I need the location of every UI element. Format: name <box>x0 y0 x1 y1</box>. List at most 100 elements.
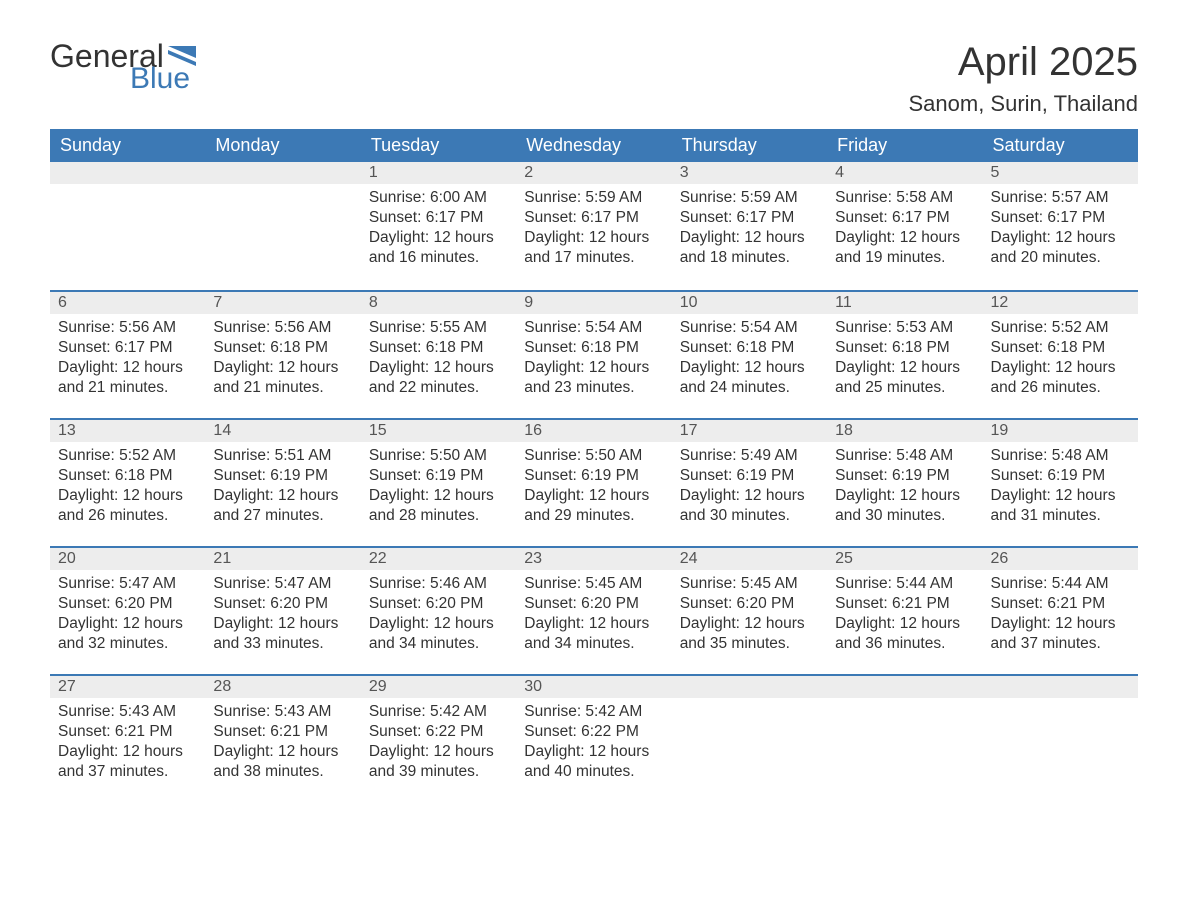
sunset-text: Sunset: 6:22 PM <box>369 722 508 742</box>
sunset-text: Sunset: 6:19 PM <box>991 466 1130 486</box>
daylight1-text: Daylight: 12 hours <box>58 742 197 762</box>
weekday-header: Sunday <box>50 129 205 162</box>
daylight1-text: Daylight: 12 hours <box>680 228 819 248</box>
day-number-row <box>983 676 1138 698</box>
calendar-cell: 20Sunrise: 5:47 AMSunset: 6:20 PMDayligh… <box>50 548 205 674</box>
day-number: 11 <box>827 293 860 314</box>
sunrise-text: Sunrise: 5:44 AM <box>991 574 1130 594</box>
day-number: 17 <box>672 421 706 442</box>
week-row: 1Sunrise: 6:00 AMSunset: 6:17 PMDaylight… <box>50 162 1138 290</box>
weekday-header: Monday <box>205 129 360 162</box>
daylight2-text: and 32 minutes. <box>58 634 197 654</box>
cell-body: Sunrise: 5:52 AMSunset: 6:18 PMDaylight:… <box>983 314 1138 411</box>
cell-body: Sunrise: 5:56 AMSunset: 6:17 PMDaylight:… <box>50 314 205 411</box>
cell-body: Sunrise: 5:54 AMSunset: 6:18 PMDaylight:… <box>516 314 671 411</box>
daylight2-text: and 37 minutes. <box>991 634 1130 654</box>
day-number-row: 11 <box>827 292 982 314</box>
daylight1-text: Daylight: 12 hours <box>213 358 352 378</box>
sunset-text: Sunset: 6:18 PM <box>680 338 819 358</box>
sunrise-text: Sunrise: 5:53 AM <box>835 318 974 338</box>
day-number: 19 <box>983 421 1017 442</box>
daylight2-text: and 18 minutes. <box>680 248 819 268</box>
day-number-row: 27 <box>50 676 205 698</box>
page-header: General Blue April 2025 Sanom, Surin, Th… <box>50 40 1138 117</box>
sunrise-text: Sunrise: 5:45 AM <box>524 574 663 594</box>
daylight1-text: Daylight: 12 hours <box>524 358 663 378</box>
calendar-cell: 2Sunrise: 5:59 AMSunset: 6:17 PMDaylight… <box>516 162 671 290</box>
sunset-text: Sunset: 6:20 PM <box>680 594 819 614</box>
calendar-cell: 8Sunrise: 5:55 AMSunset: 6:18 PMDaylight… <box>361 292 516 418</box>
calendar-cell: 18Sunrise: 5:48 AMSunset: 6:19 PMDayligh… <box>827 420 982 546</box>
sunset-text: Sunset: 6:20 PM <box>369 594 508 614</box>
sunset-text: Sunset: 6:18 PM <box>213 338 352 358</box>
day-number-row <box>827 676 982 698</box>
sunset-text: Sunset: 6:22 PM <box>524 722 663 742</box>
daylight2-text: and 35 minutes. <box>680 634 819 654</box>
sunrise-text: Sunrise: 5:56 AM <box>58 318 197 338</box>
day-number: 9 <box>516 293 541 314</box>
cell-body: Sunrise: 5:42 AMSunset: 6:22 PMDaylight:… <box>361 698 516 795</box>
day-number-row: 21 <box>205 548 360 570</box>
day-number-row: 18 <box>827 420 982 442</box>
day-number: 15 <box>361 421 395 442</box>
sunset-text: Sunset: 6:21 PM <box>58 722 197 742</box>
calendar-cell: 15Sunrise: 5:50 AMSunset: 6:19 PMDayligh… <box>361 420 516 546</box>
calendar-cell: 22Sunrise: 5:46 AMSunset: 6:20 PMDayligh… <box>361 548 516 674</box>
day-number-row: 28 <box>205 676 360 698</box>
day-number: 20 <box>50 549 84 570</box>
day-number: 10 <box>672 293 706 314</box>
calendar-cell: 4Sunrise: 5:58 AMSunset: 6:17 PMDaylight… <box>827 162 982 290</box>
sunrise-text: Sunrise: 5:48 AM <box>835 446 974 466</box>
sunset-text: Sunset: 6:18 PM <box>835 338 974 358</box>
cell-body: Sunrise: 5:56 AMSunset: 6:18 PMDaylight:… <box>205 314 360 411</box>
sunset-text: Sunset: 6:17 PM <box>680 208 819 228</box>
day-number-row: 22 <box>361 548 516 570</box>
calendar-cell: 11Sunrise: 5:53 AMSunset: 6:18 PMDayligh… <box>827 292 982 418</box>
day-number-row: 9 <box>516 292 671 314</box>
cell-body: Sunrise: 5:58 AMSunset: 6:17 PMDaylight:… <box>827 184 982 281</box>
daylight1-text: Daylight: 12 hours <box>369 614 508 634</box>
daylight1-text: Daylight: 12 hours <box>835 614 974 634</box>
day-number: 23 <box>516 549 550 570</box>
day-number-row: 19 <box>983 420 1138 442</box>
day-number: 13 <box>50 421 84 442</box>
day-number: 29 <box>361 677 395 698</box>
daylight1-text: Daylight: 12 hours <box>524 614 663 634</box>
daylight1-text: Daylight: 12 hours <box>369 228 508 248</box>
daylight2-text: and 19 minutes. <box>835 248 974 268</box>
day-number-row: 10 <box>672 292 827 314</box>
day-number: 6 <box>50 293 75 314</box>
day-number-row: 8 <box>361 292 516 314</box>
daylight2-text: and 22 minutes. <box>369 378 508 398</box>
cell-body: Sunrise: 5:53 AMSunset: 6:18 PMDaylight:… <box>827 314 982 411</box>
sunset-text: Sunset: 6:18 PM <box>991 338 1130 358</box>
daylight2-text: and 40 minutes. <box>524 762 663 782</box>
daylight2-text: and 37 minutes. <box>58 762 197 782</box>
cell-body: Sunrise: 5:43 AMSunset: 6:21 PMDaylight:… <box>205 698 360 795</box>
day-number: 18 <box>827 421 861 442</box>
logo: General Blue <box>50 40 196 94</box>
sunset-text: Sunset: 6:17 PM <box>58 338 197 358</box>
daylight1-text: Daylight: 12 hours <box>991 358 1130 378</box>
day-number-row: 12 <box>983 292 1138 314</box>
daylight2-text: and 36 minutes. <box>835 634 974 654</box>
daylight1-text: Daylight: 12 hours <box>991 228 1130 248</box>
sunset-text: Sunset: 6:17 PM <box>369 208 508 228</box>
day-number-row: 20 <box>50 548 205 570</box>
week-row: 20Sunrise: 5:47 AMSunset: 6:20 PMDayligh… <box>50 546 1138 674</box>
calendar-cell: 9Sunrise: 5:54 AMSunset: 6:18 PMDaylight… <box>516 292 671 418</box>
calendar-cell: 12Sunrise: 5:52 AMSunset: 6:18 PMDayligh… <box>983 292 1138 418</box>
day-number-row: 13 <box>50 420 205 442</box>
weekday-header: Friday <box>827 129 982 162</box>
sunrise-text: Sunrise: 5:52 AM <box>991 318 1130 338</box>
sunset-text: Sunset: 6:17 PM <box>991 208 1130 228</box>
day-number-row: 5 <box>983 162 1138 184</box>
day-number: 5 <box>983 163 1008 184</box>
daylight1-text: Daylight: 12 hours <box>680 486 819 506</box>
daylight1-text: Daylight: 12 hours <box>213 742 352 762</box>
cell-body: Sunrise: 5:44 AMSunset: 6:21 PMDaylight:… <box>827 570 982 667</box>
daylight1-text: Daylight: 12 hours <box>58 358 197 378</box>
calendar-cell: 16Sunrise: 5:50 AMSunset: 6:19 PMDayligh… <box>516 420 671 546</box>
day-number-row: 15 <box>361 420 516 442</box>
daylight2-text: and 21 minutes. <box>58 378 197 398</box>
